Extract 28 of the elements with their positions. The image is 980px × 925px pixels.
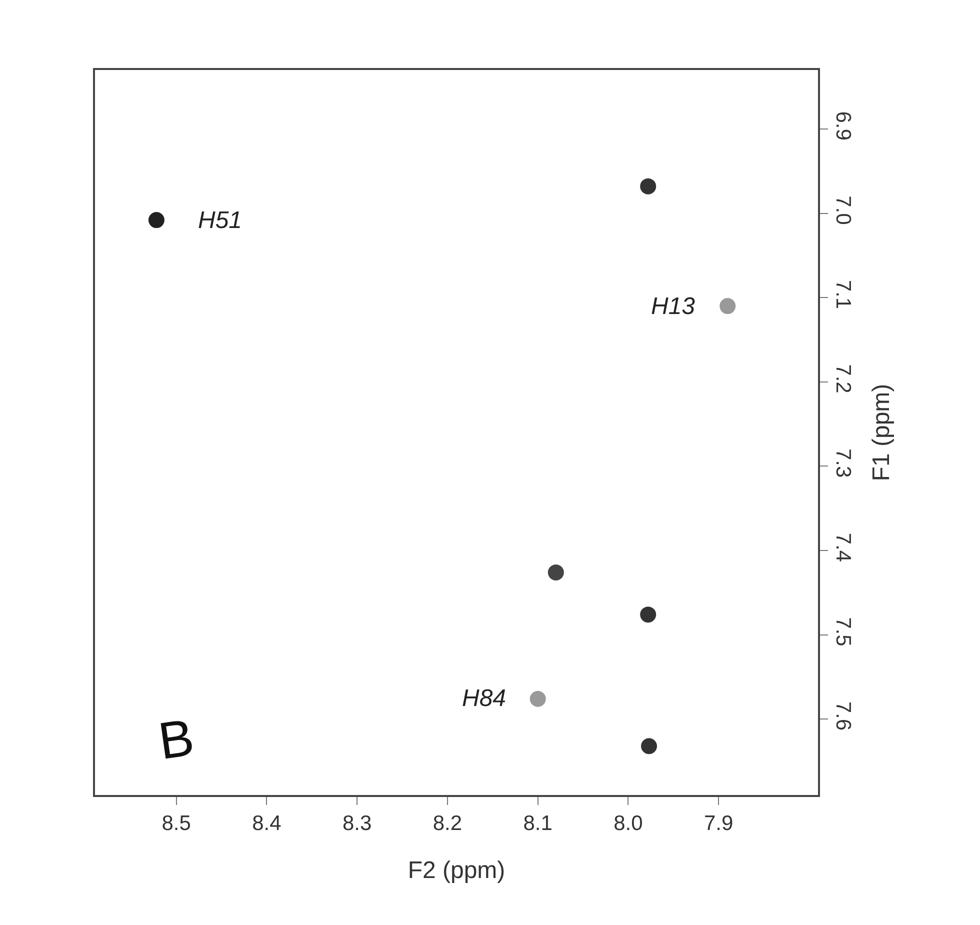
annotation: B — [155, 708, 198, 772]
annotation: H51 — [198, 207, 242, 234]
y-tick-label: 7.3 — [831, 448, 854, 478]
y-tick-label: 7.5 — [831, 617, 854, 646]
x-tick-label: 8.4 — [252, 812, 282, 836]
point — [640, 178, 656, 194]
y-tick-label: 7.1 — [831, 280, 854, 310]
x-tick-label: 8.3 — [342, 812, 372, 836]
x-tick-label: 8.1 — [523, 812, 552, 836]
x-tick-label: 8.2 — [432, 812, 462, 836]
y-tick-label: 7.2 — [831, 364, 854, 394]
x-tick-label: 8.0 — [614, 812, 643, 836]
annotation: H13 — [651, 293, 696, 320]
point — [548, 564, 564, 580]
point — [720, 298, 736, 314]
y-axis-title: F1 (ppm) — [868, 384, 895, 482]
point — [530, 690, 546, 707]
x-tick-label: 7.9 — [704, 812, 734, 836]
y-tick-label: 6.9 — [831, 111, 854, 140]
x-tick-label: 8.5 — [162, 812, 191, 836]
point — [641, 738, 657, 754]
annotation: H84 — [462, 685, 506, 712]
y-tick-label: 7.4 — [831, 532, 854, 562]
y-tick-label: 7.6 — [831, 701, 854, 731]
point — [148, 212, 164, 228]
x-axis-title: F2 (ppm) — [408, 857, 506, 884]
y-tick-label: 7.0 — [831, 196, 854, 225]
point — [640, 606, 656, 623]
